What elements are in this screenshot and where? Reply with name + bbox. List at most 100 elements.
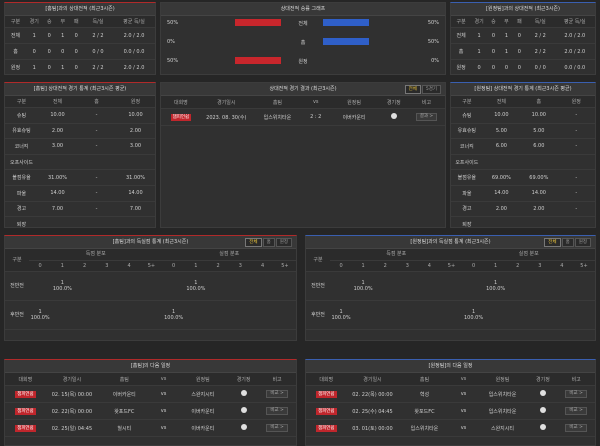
header-cell: 대회명 (173, 99, 188, 106)
goal-pct: 100.0% (164, 315, 184, 321)
match-cell: 입스위치타운 (252, 114, 303, 121)
header-cell: 득/실 (534, 19, 546, 25)
header-cell: 경기일시 (62, 376, 82, 383)
goal-cell (29, 272, 52, 301)
match-cell: 비교 > (258, 407, 296, 415)
note-button[interactable]: 비교 > (565, 390, 587, 398)
match-cell (380, 113, 408, 121)
table-cell: 홈 (13, 49, 18, 55)
match-cell: 비교 > (557, 424, 595, 432)
tab[interactable]: 5경기 (421, 85, 441, 94)
match-cell: 챔피언쉽 (306, 424, 346, 432)
table-cell: 2 / 2 (534, 48, 546, 55)
match-row: 챔피언쉽 02. 25(수) 04:45 왓포드FC vs 입스위치타운 비교 > (306, 403, 595, 420)
match-text: 스완지시티 (490, 425, 514, 432)
graph-panel: 상대전적 승률 그래프 50% 전체 50% 0% 홈 50% 50% 원정 0% (160, 2, 446, 75)
table-cell: 2.0 / 2.0 (123, 32, 145, 39)
table-cell: 2 / 2 (534, 32, 546, 39)
panel-title: [원정팀]과의 상대전적 (최근3시즌) (451, 3, 595, 16)
table-row: 전체 1 0 1 0 2 / 2 2.0 / 2.0 (5, 28, 155, 44)
match-cell: 02. 15(목) 00:00 (46, 391, 98, 398)
tabs: 전체 5경기 (404, 85, 441, 94)
tab[interactable]: 홈 (262, 238, 275, 247)
header-row: 대회명 경기일시 홈팀 vs 원정팀 경기정 비고 (161, 96, 445, 109)
header-row: 대회명 경기일시 홈팀 vs 원정팀 경기정 비고 (306, 373, 595, 386)
panel-title: 상대전적 경기 결과 (최근3시즌) 전체 5경기 (161, 83, 445, 96)
goal-cell: 1 100.0% (352, 272, 375, 301)
note-button[interactable]: 결과 > (415, 113, 438, 121)
goal-cell (140, 301, 163, 330)
goal-count: 1 (494, 280, 498, 286)
match-text: 02. 22(목) 00:00 (51, 408, 93, 415)
header-cell: 원정 (571, 99, 581, 105)
table-cell: - (95, 112, 98, 119)
table-cell: - (95, 190, 98, 197)
header-cell: 비고 (571, 376, 581, 383)
match-cell: 2 : 2 (303, 114, 329, 120)
note-button[interactable]: 비교 > (565, 407, 587, 415)
match-text: vs (460, 425, 467, 431)
header-cell: 원정팀 (495, 376, 510, 383)
table-cell: 전체 (456, 33, 466, 39)
goal-cell (440, 272, 463, 301)
tab[interactable]: 원정 (275, 238, 292, 247)
header-cell: 득점 분포 (330, 249, 463, 261)
match-cell: 02. 22(목) 00:00 (46, 408, 98, 415)
sub-header: 1 (484, 261, 507, 272)
next-home-panel: [홈팀]의 다음 일정 대회명 경기일시 홈팀 vs 원정팀 경기정 비고 챔피언쉽 02. 15… (4, 359, 297, 446)
table-cell: - (575, 190, 578, 197)
match-row: 챔피언쉽 02. 15(목) 00:00 이버카운티 vs 스완지시티 비교 > (5, 386, 296, 403)
header-cell: 경기정 (236, 376, 251, 383)
tab[interactable]: 전체 (544, 238, 561, 247)
match-text: 입스위치타운 (488, 408, 517, 415)
table-row: 슈팅 10.00 10.00 - (451, 108, 595, 124)
left-pct: 50% (167, 58, 179, 64)
match-text: 왓포드FC (414, 408, 435, 415)
sub-header: 3 (528, 261, 551, 272)
table-cell: 경고 (16, 206, 27, 213)
table-cell: 0.0 / 0.0 (123, 48, 145, 55)
match-cell: 챔피언쉽 (306, 407, 346, 415)
note-button[interactable]: 비교 > (266, 407, 288, 415)
header-cell: 홈 (536, 99, 542, 105)
match-cell: 스완지시티 (476, 425, 528, 432)
goal-cell (440, 301, 463, 330)
tab[interactable]: 전체 (404, 85, 421, 94)
sub-header: 4 (251, 261, 274, 272)
match-text: 왓포드FC (114, 408, 135, 415)
goal-cell (73, 272, 96, 301)
note-button[interactable]: 비교 > (266, 424, 288, 432)
match-row: 챔피언쉽 02. 22(목) 00:00 왓포드FC vs 이버카운티 비교 > (5, 403, 296, 420)
table-row: 경고 7.00 - 7.00 (5, 202, 155, 218)
sub-header: 5+ (140, 261, 163, 272)
tab[interactable]: 원정 (574, 238, 591, 247)
right-pct: 0% (431, 58, 439, 64)
note-button[interactable]: 비교 > (266, 390, 288, 398)
goal-cell: 1 100.0% (162, 301, 185, 330)
tab[interactable]: 홈 (561, 238, 574, 247)
header-cell: 대회명 (18, 376, 33, 383)
sub-header: 1 (51, 261, 74, 272)
table-row: 원정 0 0 0 0 0 / 0 0.0 / 0.0 (451, 60, 595, 74)
goal-cell (572, 272, 595, 301)
match-cell (529, 390, 558, 398)
goal-pct: 100.0% (486, 286, 506, 292)
note-button[interactable]: 비교 > (565, 424, 587, 432)
tab[interactable]: 전체 (245, 238, 262, 247)
table-cell: 1 (61, 32, 65, 39)
match-cell: 03. 01(토) 00:00 (346, 425, 398, 432)
match-cell: 챔피언쉽 (306, 390, 346, 398)
match-cell: 이버카운티 (98, 391, 150, 398)
table-cell: 10.00 (128, 112, 143, 119)
match-row: 챔피언쉽 2023. 08. 30(수) 입스위치타운 2 : 2 이버카운티 결과 > (161, 109, 445, 126)
match-cell (229, 424, 258, 432)
title-text: [홈팀] 상대전적 경기 통계 (최근3시즌 평균) (33, 86, 127, 92)
header-cell: 원정 (130, 99, 141, 105)
table-cell: 오프사이드 (455, 159, 479, 166)
table-cell: 1 (477, 32, 481, 39)
match-row: 챔피언쉽 03. 01(토) 00:00 입스위치타운 vs 스완지시티 비교 > (306, 420, 595, 437)
match-cell: 비교 > (557, 407, 595, 415)
sub-header: 3 (396, 261, 419, 272)
match-text: 이버카운티 (112, 391, 136, 398)
